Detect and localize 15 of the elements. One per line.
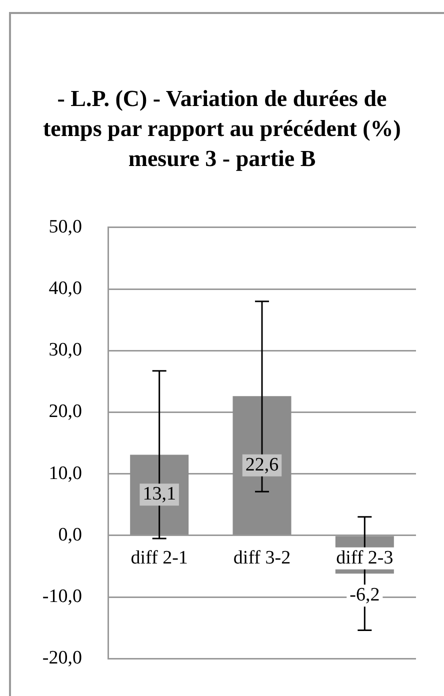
y-tick-label: 30,0 (48, 340, 82, 361)
x-tick-label: diff 2-3 (336, 547, 394, 568)
data-label: 13,1 (142, 484, 176, 505)
chart-title: - L.P. (C) - Variation de durées de temps par rapport au précédent (%) mesure 3 - partie B (42, 85, 402, 173)
y-tick-label: 0,0 (58, 524, 82, 546)
y-tick-label: 50,0 (48, 216, 82, 238)
x-tick-label: diff 2-1 (130, 547, 188, 568)
y-tick-label: -20,0 (42, 648, 82, 669)
y-tick-label: -10,0 (42, 586, 82, 607)
x-tick-label: diff 3-2 (233, 547, 291, 568)
y-tick-label: 40,0 (48, 278, 82, 299)
data-label: -6,2 (350, 584, 380, 606)
y-tick-label: 10,0 (48, 462, 82, 484)
y-tick-label: 20,0 (48, 401, 82, 422)
data-label: 22,6 (245, 454, 279, 476)
